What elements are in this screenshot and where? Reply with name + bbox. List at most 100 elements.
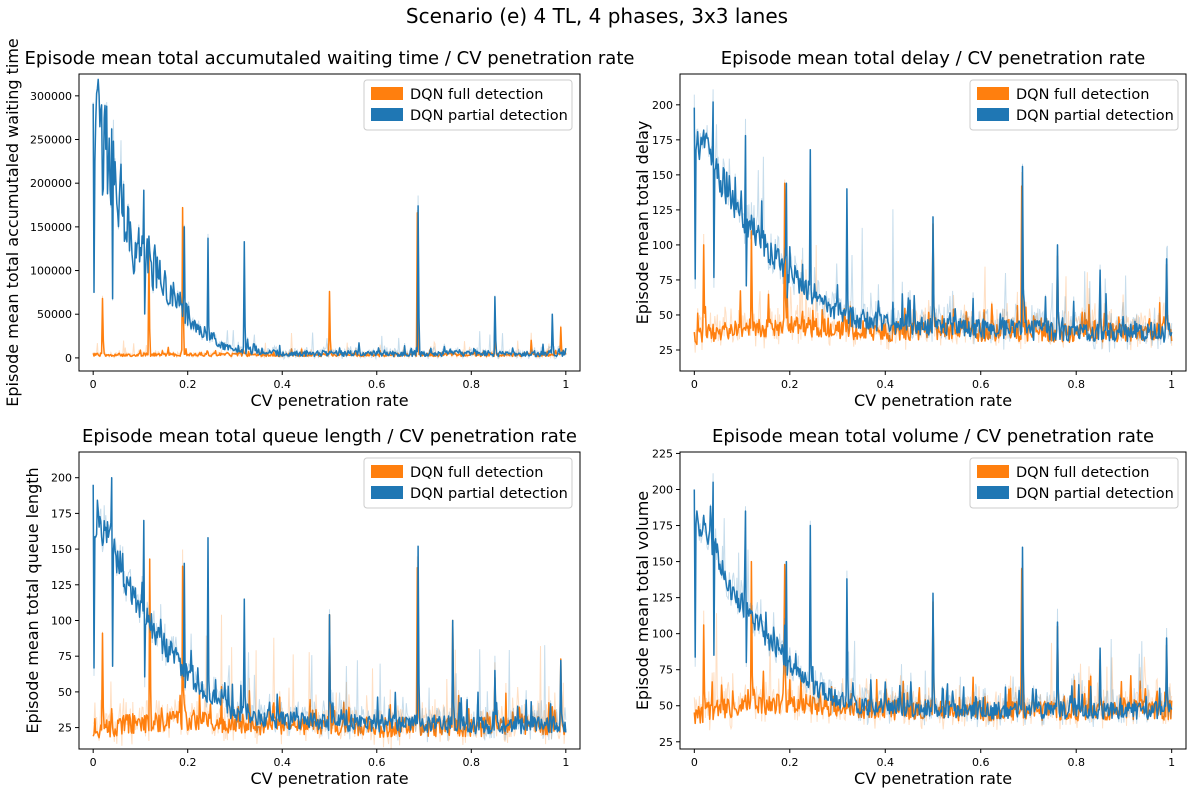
legend-label: DQN partial detection <box>1016 486 1174 502</box>
x-tick-label: 1 <box>562 756 569 769</box>
y-tick-label: 75 <box>659 274 673 287</box>
x-tick-label: 0.6 <box>368 756 386 769</box>
legend-box <box>969 79 1179 131</box>
y-tick-label: 25 <box>58 722 72 735</box>
chart-panel-4: 0 0.2 0.4 0.6 0.8 1255075100125150175200225Ep… <box>633 426 1187 788</box>
x-tick-label: 0 <box>691 378 698 391</box>
legend-box <box>969 457 1179 509</box>
y-tick-label: 75 <box>659 664 673 677</box>
y-axis-label: Episode mean total volume <box>633 491 652 710</box>
chart-title: Episode mean total queue length / CV pen… <box>82 426 577 447</box>
legend-swatch <box>371 486 403 499</box>
legend-box <box>363 457 573 509</box>
y-tick-label: 250000 <box>30 134 72 147</box>
legend-label: DQN partial detection <box>1016 108 1174 124</box>
legend-swatch <box>977 87 1009 100</box>
y-tick-label: 150 <box>652 556 673 569</box>
legend-swatch <box>977 465 1009 478</box>
y-tick-label: 200 <box>652 99 673 112</box>
y-tick-label: 175 <box>652 520 673 533</box>
x-tick-label: 0.2 <box>781 756 799 769</box>
y-tick-label: 200 <box>51 472 72 485</box>
y-tick-label: 175 <box>51 507 72 520</box>
y-tick-label: 150000 <box>30 221 72 234</box>
y-axis-label: Episode mean total delay <box>633 121 652 325</box>
y-tick-label: 100000 <box>30 265 72 278</box>
chart-title: Episode mean total accumutaled waiting t… <box>25 48 635 69</box>
chart-panel-1: 0 0.2 0.4 0.6 0.8 1 0 50000 100000 150000 200000 25… <box>3 38 634 410</box>
y-tick-label: 100 <box>652 239 673 252</box>
y-tick-label: 50 <box>659 700 673 713</box>
y-axis-label: Episode mean total accumutaled waiting t… <box>3 38 22 407</box>
x-axis-label: CV penetration rate <box>250 769 408 788</box>
y-tick-label: 175 <box>652 134 673 147</box>
y-tick-label: 200 <box>652 483 673 496</box>
x-tick-label: 0.8 <box>463 756 481 769</box>
y-tick-label: 50 <box>659 309 673 322</box>
x-tick-label: 0 <box>90 756 97 769</box>
series-line-partial <box>693 101 1173 343</box>
axes-frame <box>679 73 1187 372</box>
series-band-partial <box>92 485 567 743</box>
y-tick-label: 50 <box>58 686 72 699</box>
chart-panel-3: 0 0.2 0.4 0.6 0.8 1255075100125150175200Episo… <box>23 426 581 788</box>
y-tick-label: 25 <box>659 736 673 749</box>
legend-label: DQN full detection <box>410 87 543 103</box>
x-tick-label: 1 <box>1168 378 1175 391</box>
legend-label: DQN full detection <box>1016 465 1149 481</box>
x-tick-label: 0.4 <box>273 378 291 391</box>
chart-title: Episode mean total delay / CV penetratio… <box>721 48 1146 69</box>
y-tick-label: 50000 <box>37 308 72 321</box>
y-tick-label: 225 <box>652 447 673 460</box>
y-tick-label: 125 <box>652 592 673 605</box>
y-tick-label: 150 <box>652 169 673 182</box>
x-tick-label: 1 <box>562 378 569 391</box>
y-tick-label: 150 <box>51 543 72 556</box>
legend-label: DQN full detection <box>410 465 543 481</box>
y-tick-label: 100 <box>51 614 72 627</box>
x-tick-label: 0 <box>691 756 698 769</box>
series-line-partial <box>92 78 567 358</box>
x-tick-label: 0.8 <box>1067 378 1085 391</box>
x-tick-label: 0.6 <box>972 756 990 769</box>
y-tick-label: 200000 <box>30 177 72 190</box>
x-tick-label: 0.2 <box>179 378 197 391</box>
x-tick-label: 0.4 <box>877 756 895 769</box>
x-tick-label: 0.6 <box>368 378 386 391</box>
y-tick-label: 100 <box>652 628 673 641</box>
x-tick-label: 0 <box>90 378 97 391</box>
y-tick-label: 0 <box>65 352 72 365</box>
x-tick-label: 0.8 <box>463 378 481 391</box>
legend-label: DQN partial detection <box>410 486 568 502</box>
x-axis-label: CV penetration rate <box>854 769 1012 788</box>
x-tick-label: 0.2 <box>781 378 799 391</box>
x-tick-label: 0.6 <box>972 378 990 391</box>
legend-swatch <box>977 486 1009 499</box>
legend-box <box>363 79 573 131</box>
legend-swatch <box>977 108 1009 121</box>
x-axis-label: CV penetration rate <box>854 391 1012 410</box>
x-axis-label: CV penetration rate <box>250 391 408 410</box>
y-tick-label: 25 <box>659 344 673 357</box>
x-tick-label: 0.4 <box>877 378 895 391</box>
legend-label: DQN full detection <box>1016 87 1149 103</box>
legend-label: DQN partial detection <box>410 108 568 124</box>
x-tick-label: 0.2 <box>179 756 197 769</box>
y-tick-label: 75 <box>58 650 72 663</box>
chart-panel-2: 0 0.2 0.4 0.6 0.8 1255075100125150175200Episo… <box>633 48 1187 410</box>
x-tick-label: 1 <box>1168 756 1175 769</box>
legend-swatch <box>371 108 403 121</box>
y-tick-label: 300000 <box>30 90 72 103</box>
x-tick-label: 0.8 <box>1067 756 1085 769</box>
series-line-partial <box>92 476 567 735</box>
axes-frame <box>78 451 581 750</box>
axes-frame <box>679 451 1187 750</box>
legend-swatch <box>371 87 403 100</box>
figure-suptitle: Scenario (e) 4 TL, 4 phases, 3x3 lanes <box>405 4 789 28</box>
chart-title: Episode mean total volume / CV penetrati… <box>712 426 1154 447</box>
y-tick-label: 125 <box>51 579 72 592</box>
series-line-partial <box>693 481 1173 720</box>
axes-frame <box>78 73 581 372</box>
y-tick-label: 125 <box>652 204 673 217</box>
